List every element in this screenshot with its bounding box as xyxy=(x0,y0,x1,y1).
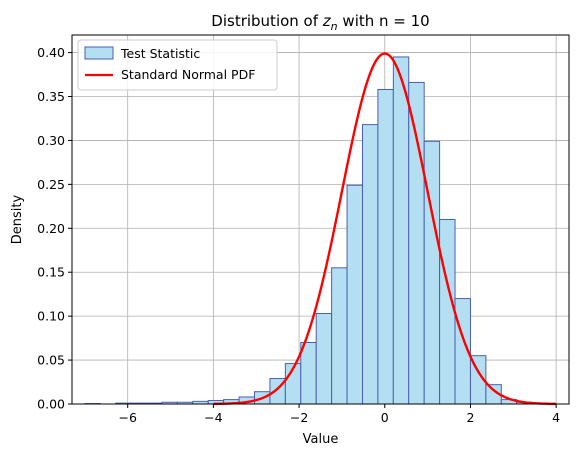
x-tick-label-4: 2 xyxy=(466,410,474,425)
legend-histogram-swatch xyxy=(84,46,114,60)
x-tick-label-1: −4 xyxy=(204,410,222,425)
y-tick-label-3: 0.15 xyxy=(37,265,65,280)
histogram-bar-21 xyxy=(408,81,425,405)
x-tick-label-5: 4 xyxy=(552,410,560,425)
histogram-bar-15 xyxy=(315,313,333,405)
pdf-curve-line xyxy=(213,52,557,406)
x-tick-label-3: 0 xyxy=(381,410,389,425)
legend-histogram-label: Test Statistic xyxy=(120,46,200,61)
x-axis-label: Value xyxy=(303,432,339,447)
y-tick-label-7: 0.35 xyxy=(37,89,65,104)
y-tick-label-5: 0.25 xyxy=(37,177,65,192)
y-axis-ticks: 0.00 0.05 0.10 0.15 0.20 0.25 0.30 0.35 0.40 xyxy=(37,45,72,412)
y-tick-label-6: 0.30 xyxy=(37,133,65,148)
y-axis-label: Density xyxy=(10,194,25,244)
y-tick-label-0: 0.00 xyxy=(37,397,65,412)
y-tick-label-8: 0.40 xyxy=(37,45,65,60)
chart-title: Distribution of zn with n = 10 xyxy=(211,12,429,33)
histogram-bar-19 xyxy=(377,88,394,405)
chart-title-subscript: n xyxy=(331,20,338,33)
y-tick-label-1: 0.05 xyxy=(37,353,65,368)
legend-pdf-label: Standard Normal PDF xyxy=(121,67,255,82)
histogram-bar-17 xyxy=(346,184,363,405)
histogram-bar-14 xyxy=(300,342,317,405)
chart-title-suffix: with n = 10 xyxy=(338,12,430,30)
legend: Test Statistic Standard Normal PDF xyxy=(77,39,278,91)
histogram-bar-18 xyxy=(361,124,379,405)
chart-title-variable: z xyxy=(322,12,332,30)
chart-title-prefix: Distribution of xyxy=(211,12,323,30)
plot-frame xyxy=(71,34,570,405)
histogram-bar-23 xyxy=(439,219,456,405)
x-tick-label-0: −6 xyxy=(118,410,136,425)
x-axis-ticks: −6 −4 −2 0 2 4 xyxy=(118,404,560,425)
y-tick-label-4: 0.20 xyxy=(37,221,65,236)
pdf-curve-group xyxy=(213,52,557,406)
histogram-bar-16 xyxy=(331,267,348,405)
histogram-bar-20 xyxy=(392,56,410,405)
x-tick-label-2: −2 xyxy=(290,410,308,425)
legend-frame xyxy=(77,39,278,91)
y-tick-label-2: 0.10 xyxy=(37,309,65,324)
